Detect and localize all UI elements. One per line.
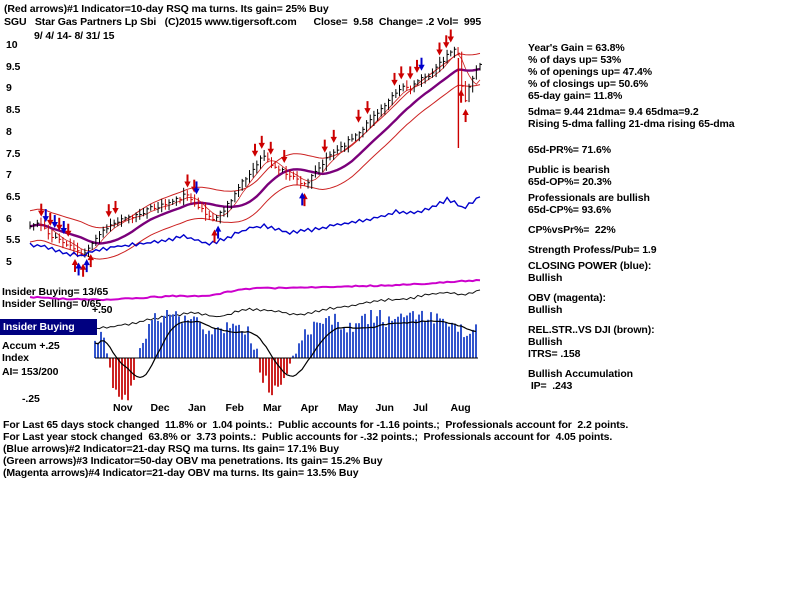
stat-line: CP%vsPr%= 22% (528, 224, 616, 236)
stat-group: Bullish Accumulation IP= .243 (528, 368, 735, 392)
accum-scale-minus-label: -.25 (22, 393, 40, 405)
y-axis-tick: 5 (6, 256, 12, 268)
stat-group: Year's Gain = 63.8%% of days up= 53%% of… (528, 42, 735, 102)
y-axis-tick: 9 (6, 82, 12, 95)
stat-group: REL.STR..VS DJI (brown): Bullish ITRS= .15… (528, 324, 735, 360)
stat-line: Professionals are bullish (528, 192, 650, 204)
y-axis-tick: 9.5 (6, 60, 21, 73)
month-label: Nov (113, 402, 133, 414)
y-axis-tick: 6.5 (6, 190, 21, 203)
stat-line: 5dma= 9.44 21dma= 9.4 65dma=9.2 (528, 106, 699, 118)
stat-line: 65-day gain= 11.8% (528, 90, 623, 102)
stats-panel: Year's Gain = 63.8%% of days up= 53%% of… (528, 42, 735, 392)
month-label: Apr (300, 402, 319, 414)
stat-line: IP= .243 (528, 380, 573, 392)
stat-group: Strength Profess/Pub= 1.9 (528, 244, 735, 256)
accum-scale-plus-label: +.50 (92, 304, 113, 316)
stat-group: 65d-PR%= 71.6% (528, 144, 735, 156)
month-label: Jun (375, 402, 394, 414)
stat-line: CLOSING POWER (blue): (528, 260, 652, 272)
stat-line: % of closings up= 50.6% (528, 78, 648, 90)
y-axis-tick: 10 (6, 39, 18, 51)
stat-group: CP%vsPr%= 22% (528, 224, 735, 236)
legend-line: For Last year stock changed 63.8% or 3.7… (3, 431, 613, 443)
legend-line: (Blue arrows)#2 Indicator=21-day RSQ ma … (3, 443, 339, 455)
stat-line: OBV (magenta): (528, 292, 606, 304)
insider-selling-count: Insider Selling= 0/65 (2, 298, 102, 310)
y-axis-tick: 7 (6, 169, 12, 182)
index-label: Index (2, 352, 29, 364)
stat-line: Bullish (528, 304, 563, 316)
y-axis-tick: 8 (6, 125, 12, 138)
date-range-label: 9/ 4/ 14- 8/ 31/ 15 (34, 30, 115, 42)
stat-line: Year's Gain = 63.8% (528, 42, 625, 54)
insider-buying-flag: Insider Buying (0, 319, 97, 335)
month-label: May (338, 402, 359, 414)
stat-line: 65d-PR%= 71.6% (528, 144, 611, 156)
stat-line: Strength Profess/Pub= 1.9 (528, 244, 657, 256)
month-label: Jan (188, 402, 206, 414)
stat-line: 65d-CP%= 93.6% (528, 204, 611, 216)
month-label: Feb (225, 402, 244, 414)
stat-group: OBV (magenta): Bullish (528, 292, 735, 316)
month-label: Mar (263, 402, 282, 414)
y-axis-tick: 7.5 (6, 147, 21, 160)
stat-line: Public is bearish (528, 164, 610, 176)
footer-legend: For Last 65 days stock changed 11.8% or … (3, 419, 628, 479)
y-axis-tick: 8.5 (6, 104, 21, 117)
stat-line: ITRS= .158 (528, 348, 581, 360)
ai-value-label: AI= 153/200 (2, 366, 59, 378)
stat-line: % of openings up= 47.4% (528, 66, 653, 78)
legend-line: For Last 65 days stock changed 11.8% or … (3, 419, 629, 431)
y-axis-tick: 5.5 (6, 234, 21, 247)
x-axis-months: Nov Dec Jan Feb Mar Apr May Jun Jul Aug (0, 402, 800, 416)
accum-label: Accum +.25 (2, 340, 60, 352)
legend-line: (Green arrows)#3 Indicator=50-day OBV ma… (3, 455, 383, 467)
stat-group: 5dma= 9.44 21dma= 9.4 65dma=9.2 Rising 5-… (528, 106, 735, 130)
stat-line: Rising 5-dma falling 21-dma rising 65-dm… (528, 118, 735, 130)
indicator1-legend: (Red arrows)#1 Indicator=10-day RSQ ma t… (4, 3, 329, 15)
month-label: Aug (450, 402, 471, 414)
stat-line: Bullish (528, 272, 563, 284)
stat-line: Bullish (528, 336, 563, 348)
stat-group: Public is bearish 65d-OP%= 20.3% (528, 164, 735, 188)
stat-group: Professionals are bullish 65d-CP%= 93.6% (528, 192, 735, 216)
insider-buying-count: Insider Buying= 13/65 (2, 286, 109, 298)
month-label: Jul (413, 402, 428, 414)
stat-line: % of days up= 53% (528, 54, 622, 66)
month-label: Dec (150, 402, 170, 414)
ticker-title-line: SGU Star Gas Partners Lp Sbi (C)2015 www… (4, 16, 482, 28)
legend-line: (Magenta arrows)#4 Indicator=21-day OBV … (3, 467, 359, 479)
stat-line: REL.STR..VS DJI (brown): (528, 324, 655, 336)
stat-group: CLOSING POWER (blue): Bullish (528, 260, 735, 284)
stat-line: Bullish Accumulation (528, 368, 633, 380)
y-axis-tick: 6 (6, 212, 12, 225)
stat-line: 65d-OP%= 20.3% (528, 176, 612, 188)
